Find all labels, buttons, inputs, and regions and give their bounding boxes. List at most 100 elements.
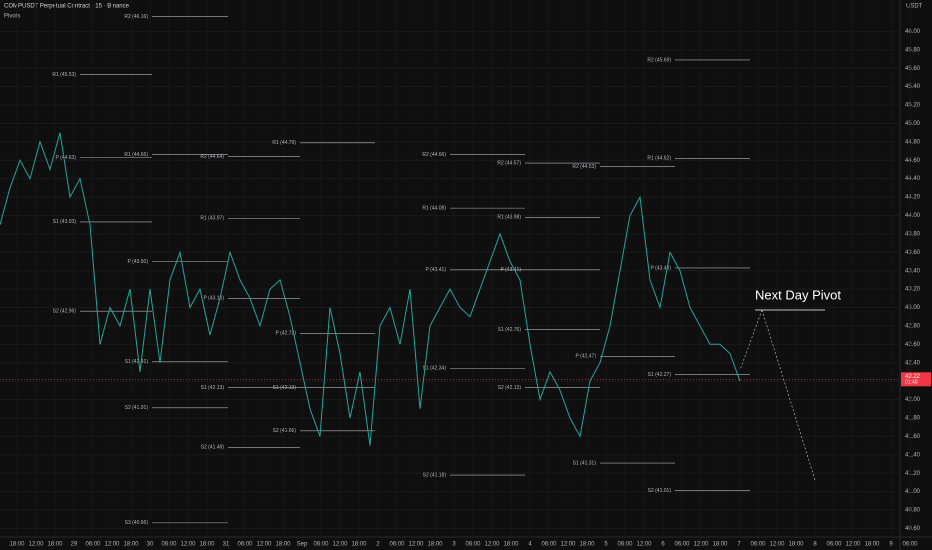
y-tick-label: 43.40 [905, 268, 921, 274]
pivot-label: P (42.72) [276, 331, 297, 337]
y-tick-label: 42.00 [905, 397, 921, 403]
x-tick-label: 18:00 [351, 542, 367, 548]
pivot-label: S2 (41.91) [125, 405, 149, 411]
pivot-label: S1 (42.13) [201, 385, 225, 391]
y-tick-label: 45.80 [905, 47, 921, 53]
pivot-label: S2 (41.66) [273, 428, 297, 434]
x-tick-label: 06:00 [902, 542, 918, 548]
pivot-label: P (44.63) [56, 155, 77, 161]
x-tick-label: 06:00 [313, 542, 329, 548]
projection [761, 309, 816, 481]
pivot-label: S2 (41.48) [201, 445, 225, 451]
x-tick-label: 12:00 [484, 542, 500, 548]
y-tick-label: 41.40 [905, 452, 921, 458]
currency: USDT [906, 4, 923, 10]
y-tick-label: 41.60 [905, 434, 921, 440]
x-tick-label: 4 [528, 542, 532, 548]
x-tick-label: 18:00 [9, 542, 25, 548]
pivot-label: S1 (42.13) [273, 385, 297, 391]
pivot-label: S3 (40.66) [125, 520, 149, 526]
pivot-label: P (43.41) [501, 267, 522, 273]
y-tick-label: 45.60 [905, 66, 921, 72]
x-tick-label: 06:00 [85, 542, 101, 548]
y-tick-label: 43.20 [905, 287, 921, 293]
x-tick-label: 18:00 [788, 542, 804, 548]
x-tick-label: 06:00 [237, 542, 253, 548]
y-tick-label: 45.00 [905, 121, 921, 127]
y-tick-label: 40.60 [905, 526, 921, 532]
y-tick-label: 40.80 [905, 508, 921, 514]
pivot-label: R2 (44.66) [422, 152, 446, 158]
x-tick-label: 18:00 [427, 542, 443, 548]
x-tick-label: 06:00 [750, 542, 766, 548]
y-tick-label: 46.00 [905, 29, 921, 35]
x-tick-label: 06:00 [617, 542, 633, 548]
x-tick-label: 5 [604, 542, 608, 548]
x-tick-label: 06:00 [674, 542, 690, 548]
pivot-label: R1 (44.66) [124, 152, 148, 158]
x-tick-label: 9 [889, 542, 893, 548]
pivot-label: S1 (42.27) [648, 372, 672, 378]
y-tick-label: 44.20 [905, 195, 921, 201]
x-tick-label: 12:00 [560, 542, 576, 548]
x-tick-label: 12:00 [256, 542, 272, 548]
y-tick-label: 42.60 [905, 342, 921, 348]
x-tick-label: 12:00 [769, 542, 785, 548]
pivot-label: S1 (42.41) [125, 359, 149, 365]
x-tick-label: 18:00 [47, 542, 63, 548]
y-tick-label: 43.00 [905, 305, 921, 311]
x-tick-label: 6 [661, 542, 665, 548]
price-line [0, 132, 741, 446]
pivot-label: R1 (43.97) [200, 216, 224, 222]
x-tick-label: 12:00 [408, 542, 424, 548]
y-tick-label: 45.40 [905, 84, 921, 90]
x-tick-label: 8 [813, 542, 817, 548]
pivot-label: S2 (42.13) [498, 385, 522, 391]
x-tick-label: 06:00 [389, 542, 405, 548]
pivot-label: S2 (41.18) [423, 472, 447, 478]
x-tick-label: 29 [71, 542, 78, 548]
pivot-label: R1 (44.08) [422, 205, 446, 211]
x-tick-label: 12:00 [332, 542, 348, 548]
y-tick-label: 44.60 [905, 158, 921, 164]
y-tick-label: 44.80 [905, 139, 921, 145]
x-tick-label: Sep [297, 542, 308, 548]
pivot-label: S1 (41.31) [573, 460, 597, 466]
y-tick-label: 42.80 [905, 323, 921, 329]
x-tick-label: 06:00 [826, 542, 842, 548]
x-tick-label: 18:00 [123, 542, 139, 548]
y-tick-label: 41.00 [905, 489, 921, 495]
pivot-label: R1 (44.62) [647, 156, 671, 162]
y-tick-label: 41.80 [905, 416, 921, 422]
x-tick-label: 3 [452, 542, 456, 548]
x-tick-label: 7 [737, 542, 741, 548]
x-tick-label: 12:00 [104, 542, 120, 548]
pivot-label: R2 (45.69) [647, 57, 671, 63]
x-tick-label: 31 [223, 542, 230, 548]
x-tick-label: 2 [376, 542, 380, 548]
projection [739, 309, 763, 371]
x-tick-label: 30 [147, 542, 154, 548]
pivot-label: R2 (46.16) [124, 14, 148, 20]
pivot-label: S1 (42.76) [498, 327, 522, 333]
x-tick-label: 12:00 [636, 542, 652, 548]
y-tick-label: 44.00 [905, 213, 921, 219]
x-tick-label: 18:00 [275, 542, 291, 548]
y-tick-label: 43.60 [905, 250, 921, 256]
pivot-label: R2 (44.64) [200, 154, 224, 160]
pivot-label: P (43.43) [651, 265, 672, 271]
pivot-label: P (42.47) [576, 354, 597, 360]
pivot-label: R2 (44.57) [497, 160, 521, 166]
y-tick-label: 44.40 [905, 176, 921, 182]
y-tick-label: 43.80 [905, 231, 921, 237]
pivot-label: R2 (44.53) [572, 164, 596, 170]
x-tick-label: 12:00 [180, 542, 196, 548]
last-price-box [901, 372, 931, 387]
symbol-title: COMPUSDT Perpetual Contract · 15 · Binan… [4, 4, 130, 10]
x-tick-label: 18:00 [199, 542, 215, 548]
x-tick-label: 06:00 [161, 542, 177, 548]
countdown: 01:40 [905, 380, 918, 386]
last-price-label: 42.22 [905, 374, 921, 380]
